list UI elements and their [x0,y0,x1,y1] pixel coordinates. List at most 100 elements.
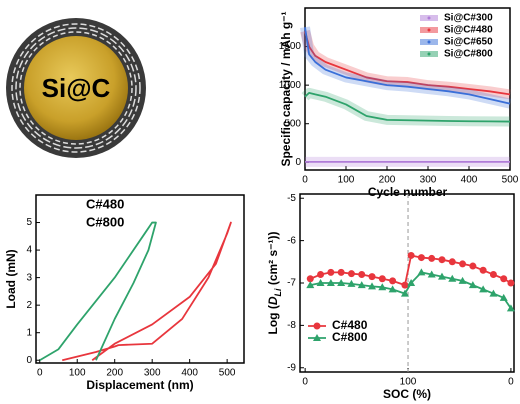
marker [500,275,508,283]
x-tick-label: 100 [338,175,355,186]
legend-label: C#480 [332,318,368,332]
legend-dot [427,52,431,56]
x-tick-label: 400 [461,175,478,186]
plot-frame [35,194,245,364]
x-tick-label: 0 [508,377,514,388]
marker [469,262,477,270]
legend-label: C#480 [86,196,124,211]
marker [400,289,409,297]
marker [327,268,335,276]
marker [347,270,355,278]
y-axis-label-part: Li [273,288,283,296]
x-tick-label: 300 [144,368,161,379]
legend-dot [427,16,431,20]
legend-label: Si@C#650 [444,37,493,48]
marker [357,281,366,289]
marker [417,268,426,276]
marker [438,256,446,264]
marker [316,279,325,286]
marker [489,289,498,297]
marker [368,282,377,290]
marker [448,274,457,282]
x-tick-label: 400 [181,368,198,379]
marker [417,254,425,262]
x-axis-label: Cycle number [368,185,448,199]
marker [428,254,436,262]
marker [468,281,477,289]
x-tick-label: 0 [302,377,308,388]
series-line [304,27,511,105]
y-tick-label: 500 [284,118,301,129]
y-axis-label: Specific capacity / mAh g⁻¹ [279,11,293,166]
marker [313,334,321,341]
legend-label: Si@C#800 [444,49,493,60]
y-tick-label: -5 [287,193,296,204]
y-tick-label: -9 [287,362,296,373]
marker [507,279,515,287]
si-core [24,36,128,140]
schematic: Si@C [6,18,146,158]
marker [407,279,416,286]
x-tick-label: 500 [502,175,519,186]
y-tick-label: -6 [287,235,296,246]
marker [378,283,387,291]
marker [313,322,321,330]
marker [506,304,515,312]
x-tick-label: 0 [302,175,308,186]
marker [458,276,467,284]
y-tick-label: 0 [26,355,32,366]
shell-layer [19,31,133,145]
y-tick-label: 4 [26,245,32,256]
marker [358,271,366,279]
marker [378,275,386,283]
marker [347,279,356,287]
marker [326,279,335,286]
marker [337,268,345,276]
marker [479,266,487,274]
marker [459,260,467,268]
marker [499,293,508,301]
y-axis-label-part: Log ( [266,305,280,334]
marker [306,275,314,283]
marker [317,271,325,279]
x-tick-label: 200 [106,368,123,379]
y-axis-label: Log (DLi (cm² s⁻¹)) [266,231,283,334]
y-tick-label: 1000 [279,80,302,91]
legend-dot [427,40,431,44]
marker [479,285,488,293]
y-tick-label: 5 [26,217,32,228]
marker [388,285,397,293]
series-line [304,91,511,123]
y-tick-label: -8 [287,320,296,331]
series-line [39,221,157,362]
legend-dot [427,28,431,32]
schematic-label: Si@C [42,73,111,103]
y-tick-label: 3 [26,272,32,283]
x-tick-label: 0 [37,368,43,379]
y-tick-label: 0 [295,157,301,168]
y-axis-label: Load (mN) [4,249,18,308]
marker [389,277,397,285]
y-axis-label-part: (cm² s⁻¹)) [266,231,280,288]
y-axis-label-part: D [266,296,280,305]
legend-label: C#800 [86,214,124,229]
x-tick-label: 100 [400,377,417,388]
y-tick-label: 1500 [279,41,302,52]
series-line [62,221,232,362]
x-tick-label: 200 [379,175,396,186]
x-axis-label: Displacement (nm) [86,378,193,392]
series-line [304,30,511,96]
x-tick-label: 300 [420,175,437,186]
shell-layer [15,27,137,149]
marker [368,273,376,281]
legend-label: Si@C#480 [444,25,493,36]
marker [427,270,436,278]
legend-label: Si@C#300 [444,13,493,24]
y-tick-label: 1 [26,327,32,338]
shell-layer [11,23,141,153]
x-tick-label: 500 [219,368,236,379]
marker [407,251,415,259]
plot-frame [304,7,511,171]
